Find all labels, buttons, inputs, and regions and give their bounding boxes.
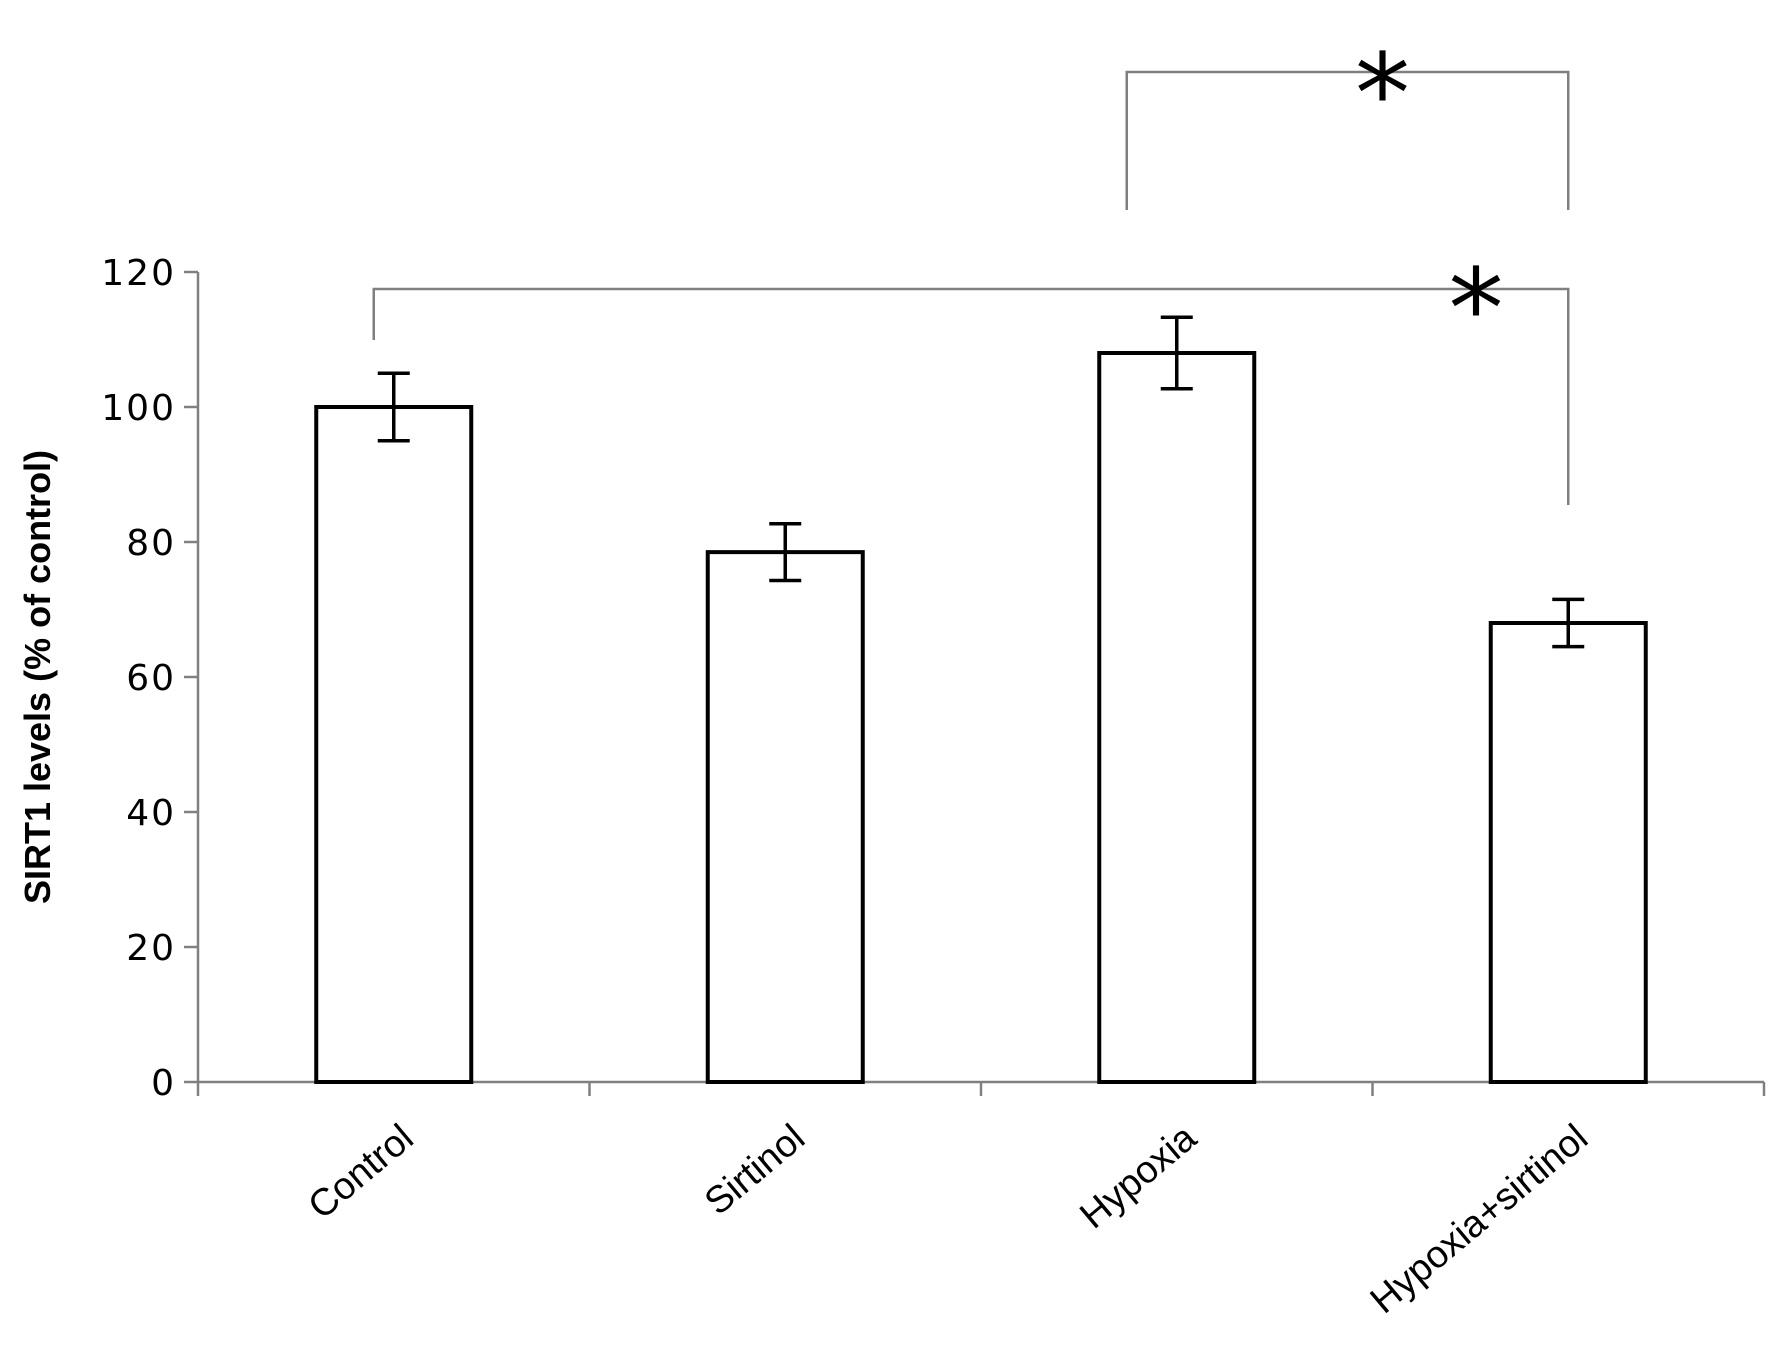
error-bars — [377, 315, 1585, 649]
significance-bracket — [1125, 70, 1570, 210]
bar-sirtinol — [705, 550, 865, 1084]
significance-brackets: ** — [372, 30, 1570, 505]
bar-hypoxia — [1097, 351, 1257, 1084]
category-label: Sirtinol — [697, 1117, 813, 1224]
category-labels: Control Sirtinol Hypoxia Hypoxia+sirtinol — [301, 1116, 1596, 1322]
significance-star: * — [1449, 245, 1504, 373]
y-tick-label: 20 — [126, 928, 176, 969]
significance-bracket — [372, 287, 1570, 505]
bars — [314, 351, 1648, 1084]
y-tick-label: 120 — [101, 253, 176, 294]
y-tick-label: 60 — [126, 658, 176, 699]
y-tick-label: 40 — [126, 793, 176, 834]
y-tick-label: 80 — [126, 523, 176, 564]
y-tick-label: 100 — [101, 388, 176, 429]
y-ticks: 0 20 40 60 80 100 120 — [101, 253, 198, 1104]
x-ticks — [196, 1082, 1766, 1096]
category-label: Control — [301, 1117, 422, 1228]
category-label: Hypoxia — [1072, 1116, 1205, 1237]
significance-star: * — [1355, 30, 1410, 158]
y-axis-title: SIRT1 levels (% of control) — [17, 450, 58, 904]
y-tick-label: 0 — [151, 1063, 176, 1104]
bar-control — [314, 405, 474, 1084]
category-label: Hypoxia+sirtinol — [1363, 1117, 1596, 1322]
bar-hypoxia-sirtinol — [1488, 621, 1648, 1084]
